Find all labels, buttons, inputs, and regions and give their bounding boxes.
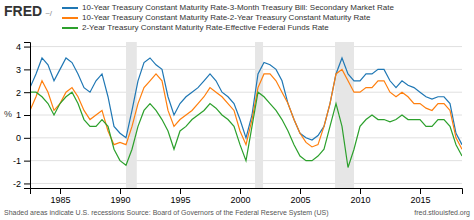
tick-mark	[60, 188, 61, 194]
tick-label: 2005	[290, 195, 310, 205]
tick: 4	[16, 42, 30, 52]
tick-mark	[24, 92, 30, 93]
tick: 2010	[350, 188, 370, 205]
series-line	[30, 58, 462, 145]
plot-area: 1985 1990 1995 2000 2005 2010 2015 -2 -1 0 1 2 3 4	[13, 42, 463, 205]
tick-label: 4	[16, 42, 21, 52]
tick-label: 1	[16, 110, 21, 120]
logo-icon: ~/	[45, 9, 53, 18]
tick: -2	[13, 179, 30, 189]
tick: 2015	[410, 188, 430, 205]
tick-label: 2000	[230, 195, 250, 205]
tick-mark	[24, 115, 30, 116]
grid-line	[30, 183, 462, 184]
legend: 10-Year Treasury Constant Maturity Rate-…	[62, 3, 394, 32]
tick-label: -2	[13, 179, 21, 189]
y-axis-label: %	[4, 109, 12, 119]
tick: 1995	[170, 188, 190, 205]
tick: -1	[13, 156, 30, 166]
title: FRED	[4, 3, 42, 19]
tick-label: 2	[16, 88, 21, 98]
tick: 1	[16, 110, 30, 120]
y-axis: -2 -1 0 1 2 3 4	[13, 42, 31, 189]
tick-mark	[420, 188, 421, 194]
tick-mark	[180, 188, 181, 194]
series-line	[30, 69, 462, 149]
tick-label: 3	[16, 65, 21, 75]
tick-label: 1990	[110, 195, 130, 205]
chart: 1985 1990 1995 2000 2005 2010 2015 -2 -1 0 1 2 3 4% FR…	[0, 0, 474, 220]
tick-mark	[360, 188, 361, 194]
tick-mark	[240, 188, 241, 194]
legend-label: 2-Year Treasury Constant Maturity Rate-E…	[82, 23, 329, 32]
tick-mark	[300, 188, 301, 194]
source-note: Shaded areas indicate U.S. recessions So…	[4, 209, 329, 217]
tick: 2	[16, 88, 30, 98]
tick-mark	[24, 47, 30, 48]
tick-label: 1985	[50, 195, 70, 205]
tick: 2005	[290, 188, 310, 205]
grid	[30, 47, 462, 184]
tick: 1985	[50, 188, 70, 205]
tick-mark	[24, 69, 30, 70]
tick-label: -1	[13, 156, 21, 166]
tick-label: 1995	[170, 195, 190, 205]
legend-label: 10-Year Treasury Constant Maturity Rate-…	[82, 3, 394, 12]
tick-mark	[120, 188, 121, 194]
tick: 0	[16, 133, 30, 143]
tick-mark	[24, 183, 30, 184]
legend-swatch	[62, 7, 78, 9]
grid-line	[30, 69, 462, 70]
series-line	[30, 92, 462, 167]
axis-line	[24, 43, 31, 189]
tick-mark	[24, 138, 30, 139]
axis-line	[31, 189, 463, 195]
tick-label: 2015	[410, 195, 430, 205]
tick-mark	[24, 161, 30, 162]
legend-swatch	[62, 17, 78, 19]
legend-label: 10-Year Treasury Constant Maturity Rate-…	[82, 13, 371, 22]
url-note: fred.stlouisfed.org	[414, 209, 470, 217]
marks	[30, 42, 462, 188]
legend-swatch	[62, 27, 78, 29]
x-axis: 1985 1990 1995 2000 2005 2010 2015	[31, 188, 463, 205]
grid-line	[30, 92, 462, 93]
grid-line	[30, 46, 462, 47]
tick: 1990	[110, 188, 130, 205]
tick-label: 0	[16, 133, 21, 143]
tick: 2000	[230, 188, 250, 205]
tick: 3	[16, 65, 30, 75]
recession-shading	[255, 42, 263, 188]
tick-label: 2010	[350, 195, 370, 205]
